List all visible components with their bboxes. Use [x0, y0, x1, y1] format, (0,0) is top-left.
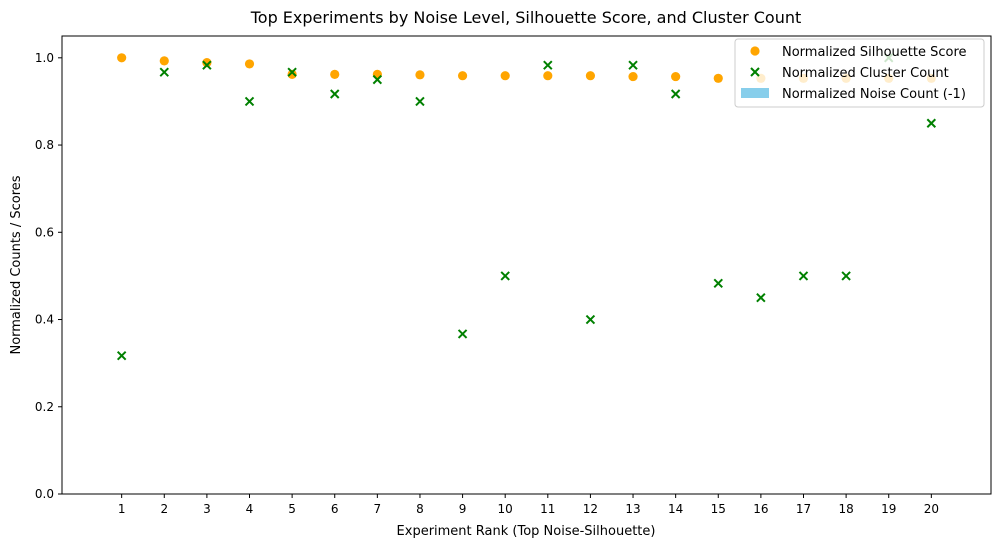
x-tick-label: 18: [838, 502, 853, 516]
legend-bar-swatch: [741, 88, 769, 98]
cluster-count-point: [628, 60, 638, 70]
cluster-count-point: [372, 74, 383, 85]
x-tick-label: 13: [625, 502, 640, 516]
cluster-count-point: [287, 67, 297, 77]
legend-entry-label: Normalized Cluster Count: [782, 66, 949, 81]
silhouette-point: [330, 69, 340, 79]
y-tick-label: 0.4: [35, 313, 54, 327]
x-tick-label: 20: [924, 502, 939, 516]
x-tick-label: 5: [288, 502, 296, 516]
x-tick-label: 17: [796, 502, 811, 516]
cluster-count-point: [926, 118, 937, 128]
y-tick-label: 0.2: [35, 400, 54, 414]
legend-entry-label: Normalized Noise Count (-1): [782, 87, 966, 102]
cluster-count-point: [202, 60, 212, 70]
plot-frame: [61, 35, 992, 495]
cluster-count-point: [457, 329, 468, 339]
cluster-count-point: [841, 271, 851, 281]
x-tick-label: 2: [160, 502, 168, 516]
x-axis-label: Experiment Rank (Top Noise-Silhouette): [397, 524, 656, 539]
silhouette-point: [457, 71, 468, 81]
cluster-count-point: [713, 278, 723, 289]
x-tick-label: 10: [498, 502, 513, 516]
cluster-count-point: [244, 96, 255, 107]
cluster-count-point: [543, 60, 553, 70]
x-tick-label: 4: [246, 502, 254, 516]
x-tick-label: 11: [540, 502, 555, 516]
cluster-count-point: [116, 351, 127, 361]
silhouette-point: [287, 69, 297, 79]
legend-entry-label: Normalized Silhouette Score: [782, 45, 967, 60]
silhouette-point: [202, 58, 212, 68]
cluster-count-point: [798, 271, 809, 281]
x-tick-label: 9: [459, 502, 467, 516]
silhouette-point: [585, 71, 596, 81]
cluster-count-point: [756, 293, 766, 303]
x-tick-label: 3: [203, 502, 211, 516]
legend-circle-marker: [750, 46, 760, 56]
x-tick-label: 12: [583, 502, 598, 516]
x-tick-label: 16: [753, 502, 768, 516]
silhouette-point: [628, 71, 638, 82]
silhouette-point: [713, 73, 723, 83]
chart-title: Top Experiments by Noise Level, Silhouet…: [250, 8, 802, 27]
silhouette-point: [244, 59, 255, 69]
silhouette-point: [117, 53, 127, 63]
x-tick-label: 19: [881, 502, 896, 516]
y-tick-label: 0.8: [35, 138, 54, 152]
x-tick-label: 8: [416, 502, 424, 516]
x-tick-label: 7: [374, 502, 382, 516]
cluster-count-point: [415, 96, 425, 107]
x-tick-label: 6: [331, 502, 339, 516]
cluster-count-point: [159, 67, 169, 77]
silhouette-point: [671, 71, 681, 82]
cluster-count-point: [330, 89, 340, 99]
y-tick-label: 0.0: [35, 487, 54, 501]
silhouette-point: [500, 71, 510, 81]
cluster-count-point: [585, 314, 596, 325]
x-tick-label: 14: [668, 502, 683, 516]
legend-box: [734, 38, 985, 108]
silhouette-point: [159, 56, 169, 66]
legend-x-marker: [750, 67, 760, 77]
legend: Normalized Silhouette Score Normalized Cl…: [734, 38, 985, 108]
cluster-count-point: [500, 271, 510, 281]
silhouette-point: [543, 71, 553, 81]
y-tick-label: 1.0: [35, 51, 54, 65]
silhouette-point: [415, 70, 425, 80]
x-tick-label: 1: [118, 502, 126, 516]
cluster-count-point: [670, 89, 681, 99]
y-axis-label: Normalized Counts / Scores: [9, 175, 24, 354]
y-tick-label: 0.6: [35, 225, 54, 239]
x-tick-label: 15: [711, 502, 726, 516]
